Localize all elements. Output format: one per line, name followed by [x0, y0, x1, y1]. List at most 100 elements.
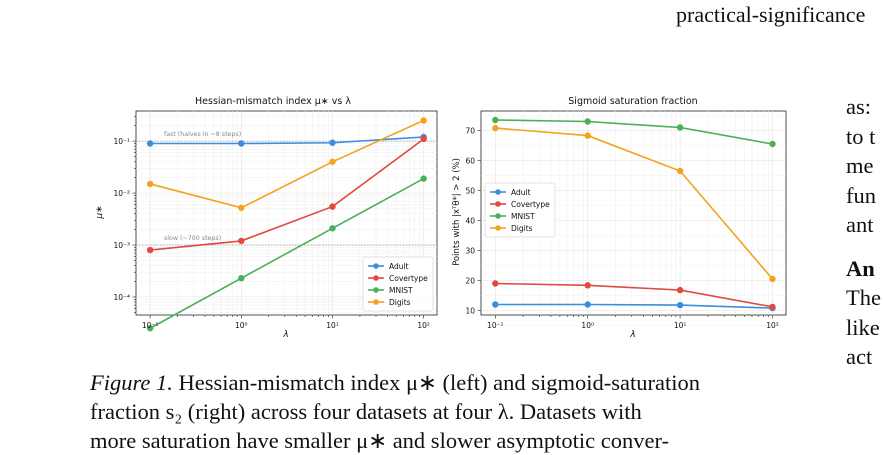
right-data-point-mnist: [676, 124, 684, 131]
left-data-point-digits: [146, 180, 154, 188]
right-col-line: ant: [846, 212, 874, 237]
right-legend-label: MNIST: [511, 212, 535, 221]
left-legend-swatch-marker: [373, 299, 379, 305]
right-x-ticks: 10⁻¹ 10⁰ 10¹ 10²: [487, 315, 779, 330]
left-series-line-mnist: [149, 177, 425, 329]
left-series-line-digits: [149, 119, 425, 209]
left-data-point-covertype: [146, 246, 154, 254]
caption-line-3: more saturation have smaller μ∗ and slow…: [90, 428, 670, 453]
left-reference-label: fast (halves in ~8 steps): [164, 131, 241, 138]
right-legend-swatch-marker: [495, 201, 501, 207]
right-x-axis-label: λ: [629, 330, 635, 340]
left-legend-label: MNIST: [389, 286, 413, 295]
right-data-point-mnist: [769, 140, 776, 148]
right-data-point-adult: [584, 301, 591, 308]
top-text-fragment: practical-significance: [676, 2, 866, 27]
caption-line-1: Figure 1. Hessian-mismatch index μ∗ (lef…: [90, 368, 795, 397]
figure-1: Hessian-mismatch index μ∗ vs λ fast (hal…: [95, 96, 787, 340]
right-series-line-covertype: [495, 282, 773, 308]
right-data-point-covertype: [769, 303, 776, 311]
left-series-group: [146, 117, 427, 332]
right-col-line: like: [846, 314, 880, 340]
right-legend-label: Digits: [511, 224, 533, 233]
left-reference-label: slow (~700 steps): [164, 235, 221, 242]
right-plot-frame: [480, 110, 787, 316]
right-y-tick-label: 20: [465, 277, 475, 286]
left-data-point-mnist: [146, 325, 154, 332]
left-chart-title: Hessian-mismatch index μ∗ vs λ: [195, 96, 351, 107]
right-x-tick-label: 10⁻¹: [487, 321, 504, 330]
right-data-point-adult: [676, 301, 684, 309]
right-data-point-covertype: [492, 280, 499, 287]
left-y-axis-label: μ∗: [95, 205, 105, 219]
left-data-point-covertype: [329, 203, 336, 210]
left-y-tick-label: 10⁻³: [113, 241, 130, 250]
caption-text-1: Hessian-mismatch index μ∗ (left) and sig…: [172, 370, 700, 395]
left-y-tick-label: 10⁻¹: [113, 137, 130, 146]
right-y-tick-label: 50: [465, 187, 475, 196]
right-legend-swatch-marker: [495, 225, 501, 231]
right-data-point-covertype: [584, 282, 591, 289]
right-legend: Adult Covertype MNIST Digits: [484, 182, 556, 238]
right-series-line-digits: [495, 127, 774, 280]
right-col-line: The: [846, 285, 881, 310]
right-y-tick-label: 60: [465, 157, 475, 166]
left-legend-swatch-marker: [373, 263, 379, 269]
right-col-line: fun: [846, 182, 876, 208]
right-data-point-digits: [492, 124, 499, 132]
left-reference-lines: fast (halves in ~8 steps) slow (~700 step…: [136, 131, 437, 246]
right-col-line: me: [846, 153, 874, 178]
left-data-point-mnist: [329, 225, 336, 232]
right-col-line: as:: [846, 94, 871, 119]
right-data-point-adult: [492, 301, 499, 308]
right-data-point-covertype: [676, 286, 684, 294]
right-x-tick-label: 10¹: [674, 321, 687, 330]
left-data-point-adult: [146, 140, 154, 147]
left-data-point-digits: [420, 117, 427, 124]
left-legend-label: Adult: [389, 262, 409, 271]
right-y-ticks: 10 20 30 40 50 60 70: [465, 127, 481, 316]
left-plot-frame: [135, 110, 438, 316]
right-data-point-mnist: [584, 118, 591, 125]
left-series-line-covertype: [150, 138, 425, 251]
right-legend-box: [484, 182, 556, 238]
right-chart-title: Sigmoid saturation fraction: [568, 96, 697, 107]
caption-line-2: fraction s₂ (right) across four datasets…: [90, 399, 642, 424]
right-legend-label: Covertype: [511, 200, 550, 209]
right-col-heading: An: [846, 255, 875, 281]
right-legend-swatch-marker: [495, 213, 501, 219]
left-data-point-adult: [329, 139, 336, 146]
right-series-group: [492, 116, 776, 312]
left-data-point-digits: [238, 204, 245, 212]
left-x-tick-label: 10¹: [326, 321, 339, 330]
right-data-point-digits: [584, 132, 591, 139]
right-data-point-digits: [769, 275, 776, 283]
left-legend-box: [362, 256, 434, 312]
right-data-point-digits: [676, 167, 684, 175]
left-x-tick-label: 10⁻¹: [142, 321, 159, 330]
left-data-point-covertype: [238, 237, 245, 245]
right-x-tick-label: 10²: [766, 321, 779, 330]
right-series-line-mnist: [495, 119, 773, 145]
left-y-tick-label: 10⁻²: [113, 189, 130, 198]
right-chart: Sigmoid saturation fraction 10⁻¹ 10⁰ 10¹ 10…: [452, 96, 787, 340]
right-y-tick-label: 30: [465, 247, 475, 256]
left-y-tick-label: 10⁻⁴: [113, 293, 130, 302]
left-data-point-digits: [329, 158, 336, 165]
left-legend-label: Digits: [389, 298, 411, 307]
left-data-point-covertype: [420, 135, 427, 143]
left-x-tick-label: 10⁰: [235, 321, 248, 330]
left-x-ticks: 10⁻¹ 10⁰ 10¹ 10²: [142, 315, 430, 330]
right-y-tick-label: 10: [465, 307, 475, 316]
right-x-tick-label: 10⁰: [581, 321, 594, 330]
left-chart: Hessian-mismatch index μ∗ vs λ fast (hal…: [95, 96, 438, 340]
right-y-tick-label: 70: [465, 127, 475, 136]
left-y-ticks: 10⁻⁴ 10⁻³ 10⁻² 10⁻¹: [113, 116, 136, 313]
right-col-line: to t: [846, 123, 876, 149]
right-column-text: as: to t me fun ant An The like act: [846, 92, 883, 372]
left-legend: Adult Covertype MNIST Digits: [362, 256, 434, 312]
right-legend-label: Adult: [511, 188, 531, 197]
left-data-point-adult: [238, 140, 245, 147]
left-series-line-adult: [150, 136, 424, 145]
right-data-point-mnist: [492, 116, 499, 124]
